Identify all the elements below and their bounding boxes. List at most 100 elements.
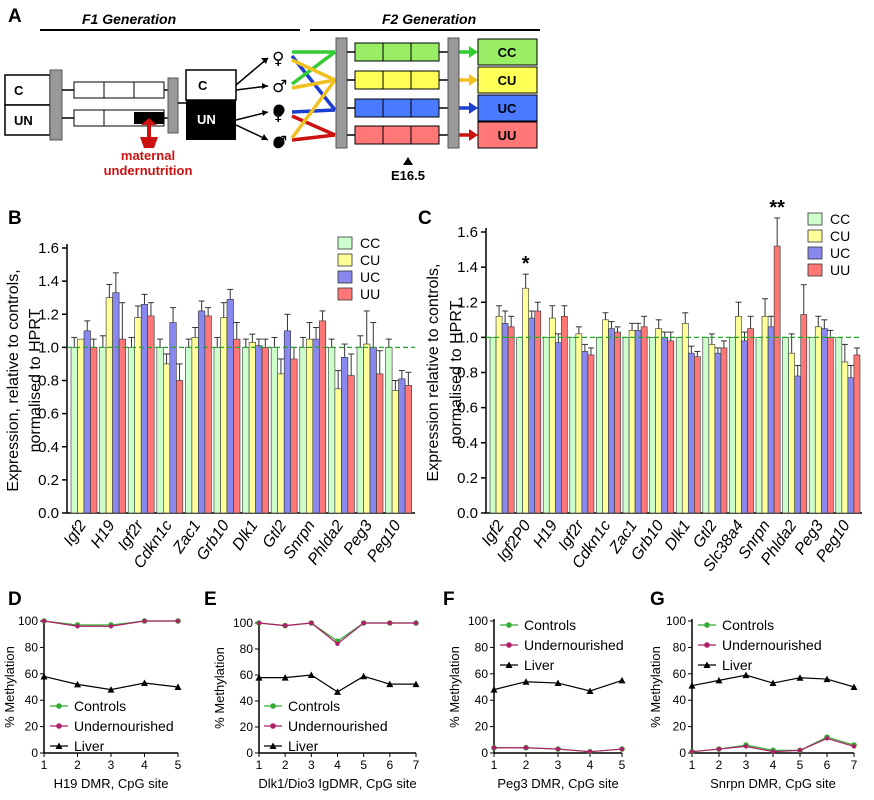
- bar-cu: [391, 390, 399, 514]
- bar-cu: [248, 342, 256, 514]
- x-tick-label: 1: [256, 758, 263, 772]
- bar-cc: [808, 337, 816, 514]
- legend-marker-controls: [56, 703, 62, 709]
- bar-cc: [542, 337, 550, 514]
- data-point-liver: [334, 688, 341, 695]
- bar-uc: [369, 347, 377, 514]
- bar-uu: [694, 356, 701, 514]
- chart-c: 0.0 0.2 0.4 0.6 0.8 1.0 1.2 1.4 1.6 Expression re…: [425, 197, 862, 575]
- y-tick-label: 40: [25, 693, 39, 707]
- bar-uu: [204, 315, 212, 514]
- bar-uc: [767, 326, 775, 514]
- significance-marker: **: [769, 197, 785, 219]
- bar-uc: [554, 342, 562, 514]
- x-tick-label: 6: [386, 758, 393, 772]
- legend-label-liver: Liver: [524, 657, 555, 673]
- category-label: H19: [530, 517, 561, 551]
- bar-cu: [814, 326, 822, 514]
- f0-box-c: C: [14, 83, 24, 98]
- bar-uc: [528, 317, 536, 514]
- bar-cu: [708, 344, 716, 514]
- chart-g: 0 20 40 60 80 100 1 2 3 4 5 6 7 % Methylation Snrpn DM…: [648, 614, 858, 791]
- y-tick-label: 60: [25, 667, 39, 681]
- group-box-uu: [477, 121, 538, 149]
- bar-uc: [112, 292, 120, 514]
- bar-cu: [277, 373, 285, 514]
- legend-label-undernourished: Undernourished: [74, 718, 174, 734]
- y-axis-label: % Methylation: [212, 647, 227, 729]
- data-point-undernourished: [743, 744, 749, 749]
- bar-uu: [640, 326, 648, 514]
- y-tick-label: 1.6: [38, 240, 59, 257]
- bar-uc: [581, 351, 589, 514]
- x-tick-label: 1: [41, 758, 48, 772]
- bar-uc: [255, 345, 263, 514]
- y-axis-label-line2: normalised to HPRT: [27, 308, 44, 452]
- group-box-uc: [477, 94, 538, 122]
- y-tick-label: 1.0: [457, 329, 478, 346]
- data-point-undernourished: [108, 624, 114, 629]
- bar-uu: [147, 315, 155, 514]
- bar-uu: [800, 314, 808, 514]
- data-point-liver: [586, 687, 594, 694]
- y-tick-label: 0: [481, 746, 488, 760]
- data-point-liver: [796, 674, 804, 681]
- data-point-undernourished: [387, 620, 393, 626]
- y-tick-label: 100: [468, 614, 488, 628]
- legend-swatch-cc: [337, 236, 353, 250]
- data-point-liver: [74, 680, 81, 688]
- y-tick-label: 100: [666, 614, 686, 628]
- legend-marker-liver: [269, 742, 277, 749]
- y-tick-label: 0.0: [457, 505, 478, 522]
- y-tick-label: 80: [475, 640, 489, 654]
- panel-label-c: C: [418, 208, 432, 229]
- bar-cu: [681, 323, 689, 514]
- data-point-undernourished: [797, 748, 803, 753]
- bar-cc: [299, 347, 307, 514]
- y-tick-label: 0.8: [38, 373, 59, 390]
- data-point-liver: [281, 674, 289, 681]
- bar-cu: [628, 330, 636, 514]
- bar-uu: [534, 310, 542, 514]
- bar-cc: [328, 347, 336, 514]
- legend-label-undernourished: Undernourished: [288, 718, 388, 734]
- bar-uu: [90, 347, 98, 514]
- panel-a-schematic: A F1 Generation F2 Generation C UN mater…: [4, 6, 540, 183]
- y-tick-label: 0: [246, 746, 253, 760]
- timepoint-label: E16.5: [391, 168, 425, 183]
- bar-uc: [283, 330, 292, 514]
- data-point-liver: [769, 679, 777, 687]
- f2-row-box: [354, 125, 440, 145]
- f1-box-c: C: [198, 78, 208, 93]
- data-point-liver: [174, 683, 182, 690]
- x-tick-label: 5: [175, 758, 182, 772]
- f0-box-un: UN: [14, 113, 33, 128]
- bar-cu: [495, 315, 503, 514]
- bar-cu: [735, 315, 742, 514]
- bar-uc: [83, 330, 91, 514]
- category-label: H19: [88, 517, 119, 551]
- y-tick-label: 20: [673, 720, 687, 734]
- group-label-uu: UU: [498, 128, 517, 143]
- data-point-undernourished: [309, 620, 314, 626]
- x-tick-label: 2: [716, 758, 723, 772]
- bar-uc: [661, 337, 669, 514]
- bar-uu: [404, 385, 412, 514]
- bar-uc: [501, 323, 509, 514]
- bar-cu: [163, 363, 171, 514]
- bar-uu: [376, 373, 384, 514]
- y-tick-label: 0: [679, 746, 686, 760]
- sex-symbols: ♀ ♂ ♀ ♂: [272, 49, 287, 153]
- y-tick-label: 60: [475, 667, 489, 681]
- bar-cu: [77, 338, 85, 514]
- data-point-undernourished: [770, 749, 776, 754]
- legend-swatch-cu: [337, 253, 353, 267]
- bar-cu: [575, 333, 583, 514]
- bar-cc: [729, 337, 736, 514]
- data-point-liver: [360, 672, 368, 680]
- bar-cc: [70, 347, 78, 514]
- x-tick-label: 5: [797, 758, 804, 772]
- bar-uc: [398, 378, 406, 514]
- bar-cc: [835, 337, 843, 514]
- group-box-cu: [477, 66, 538, 94]
